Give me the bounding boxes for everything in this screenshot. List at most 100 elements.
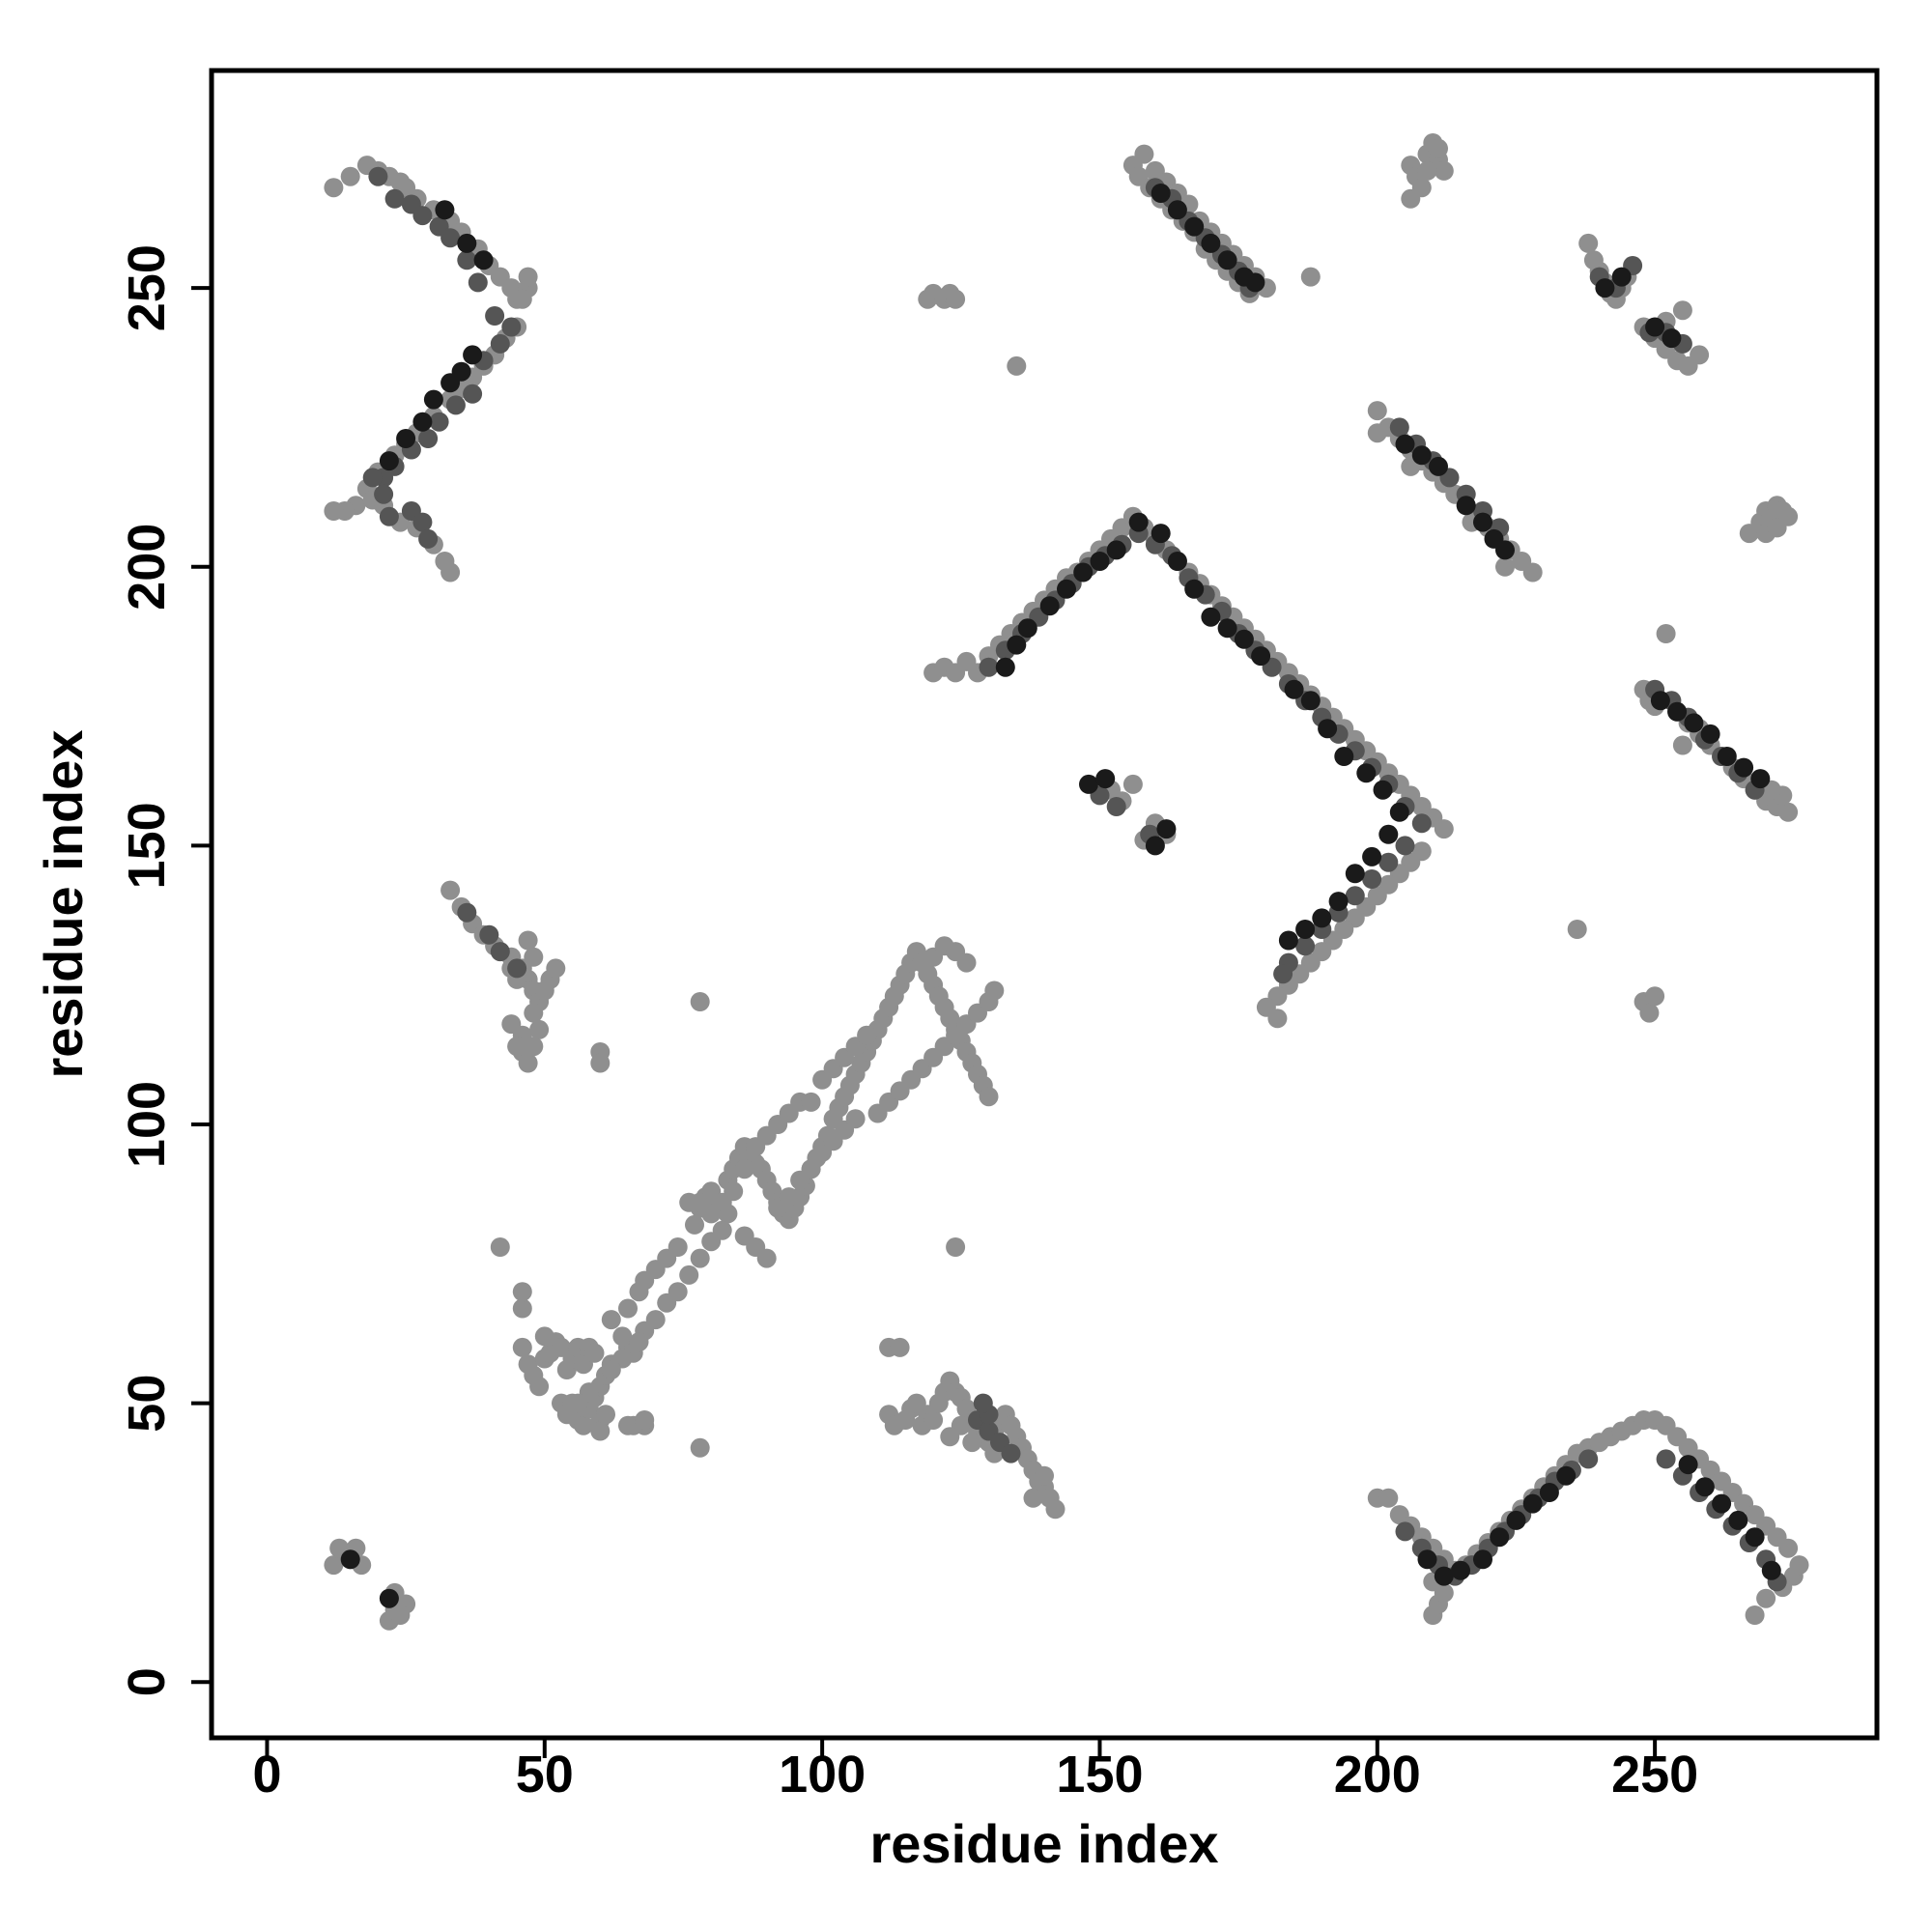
y-tick-label: 100 [118,1081,176,1168]
data-point [379,451,399,471]
points-layer [324,133,1809,1631]
data-point [490,1237,510,1257]
data-point [946,1237,966,1257]
data-point [756,1248,777,1268]
data-point [618,1298,638,1319]
data-point [1645,986,1665,1007]
data-point [1395,1521,1415,1542]
data-point [1001,1443,1021,1463]
data-point [485,306,505,326]
data-point [1495,540,1515,560]
data-point [423,389,443,410]
data-point [1312,908,1332,928]
data-point [984,980,1005,1001]
data-point [1373,780,1393,800]
data-point [490,942,510,962]
data-point [512,1282,532,1302]
data-point [1295,936,1316,956]
data-point [479,924,499,945]
data-point [1378,824,1399,844]
data-point [1039,596,1060,616]
data-point [1556,1465,1577,1486]
data-point [979,657,999,677]
data-point [473,250,494,270]
data-point [629,1332,649,1352]
data-point [1789,1555,1809,1576]
data-point [940,1427,960,1447]
data-point [601,1360,621,1379]
data-point [584,1343,605,1363]
data-point [1611,267,1632,287]
data-point [1367,423,1387,443]
data-point [1745,1527,1765,1548]
data-point [690,992,710,1011]
data-point [468,272,488,293]
data-point [1201,607,1221,627]
data-point [690,1248,710,1268]
plot-frame [209,68,1880,1741]
data-point [445,395,466,415]
y-tick-label: 50 [118,1375,176,1433]
data-point [1395,434,1415,454]
data-point [1345,864,1365,884]
data-point [1578,233,1599,253]
data-point [529,1377,550,1397]
data-point [590,1421,611,1441]
data-point [324,501,344,521]
data-point [679,1264,699,1285]
data-point [1734,757,1754,778]
data-point [1151,184,1171,203]
data-point [412,512,433,532]
data-point [1362,846,1382,867]
data-point [429,412,449,432]
data-point [524,1037,544,1057]
data-point [457,250,477,270]
data-point [1778,1538,1799,1558]
data-point [973,1393,993,1413]
data-point [534,1326,554,1347]
data-point [1678,1455,1698,1475]
data-point [501,1014,522,1035]
data-point [418,429,439,448]
data-point [379,506,399,526]
data-point [1217,250,1237,270]
data-point [1411,813,1432,834]
data-point [1717,747,1737,766]
data-point [362,468,383,488]
data-point [1756,1588,1776,1608]
data-point [1745,1605,1765,1625]
data-point [1251,646,1271,667]
data-point [801,1092,821,1112]
data-point [1318,719,1338,739]
data-point [512,289,532,309]
data-point [1473,1549,1492,1570]
data-point [524,947,544,967]
data-point [1778,802,1799,822]
data-point [463,345,483,365]
x-tick-label: 0 [252,1746,281,1804]
data-point [612,1326,633,1347]
data-point [340,1549,360,1570]
data-point [384,188,405,209]
data-point [546,958,566,979]
data-point [590,1053,611,1073]
data-point [1411,445,1432,466]
data-point [1728,1510,1748,1530]
data-point [857,1025,877,1045]
x-tick-label: 50 [516,1746,574,1804]
data-point [1506,1510,1526,1530]
data-point [524,1003,544,1023]
data-point [668,1237,688,1257]
data-point [946,289,966,309]
data-point [1417,1549,1437,1570]
data-point [1767,518,1787,538]
data-point [368,166,388,186]
data-point [635,1410,655,1430]
data-point [1128,512,1149,532]
data-point [1522,562,1543,582]
y-axis-label: residue index [33,729,94,1078]
data-point [518,1053,538,1073]
data-point [1578,1449,1599,1469]
data-point [1328,892,1349,912]
data-point [995,657,1015,677]
